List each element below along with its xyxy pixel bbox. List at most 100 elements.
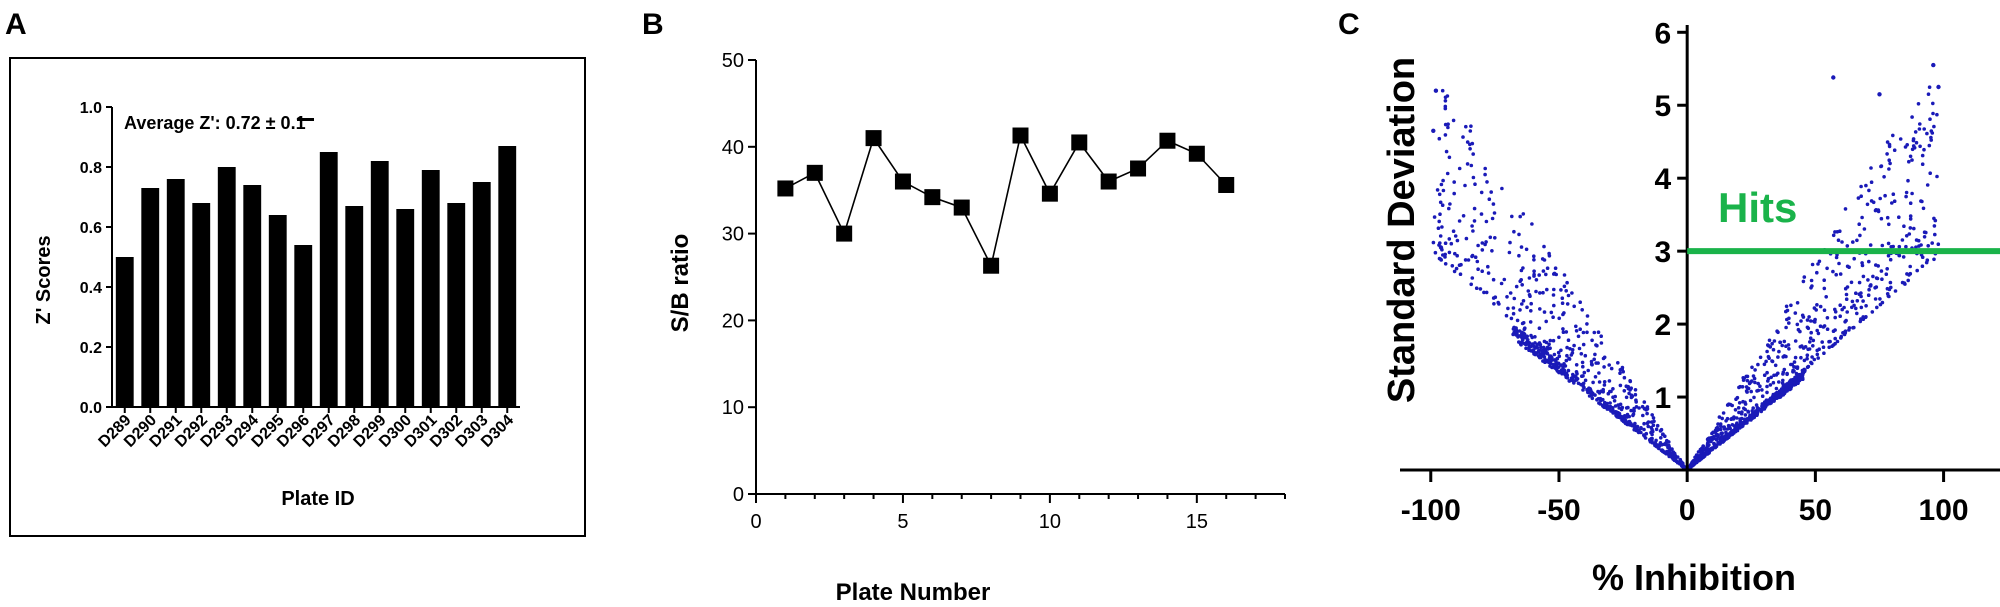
scatter-point xyxy=(1524,346,1528,351)
scatter-point xyxy=(1512,325,1516,330)
scatter-point xyxy=(1750,409,1754,413)
scatter-point xyxy=(1855,311,1859,316)
scatter-point xyxy=(1764,359,1768,364)
scatter-point xyxy=(1601,387,1605,392)
scatter-point xyxy=(1904,234,1909,238)
scatter-point xyxy=(1834,255,1839,260)
scatter-point xyxy=(1887,287,1892,292)
scatter-point xyxy=(1897,244,1902,249)
scatter-point xyxy=(1926,92,1931,96)
scatter-point xyxy=(1500,186,1504,191)
panel-c-axes: 1 2 3 4 5 6 -100 -50 0 50 100 xyxy=(1400,17,2000,527)
scatter-point xyxy=(1725,416,1730,421)
scatter-point xyxy=(1580,360,1585,365)
data-point-15 xyxy=(1188,145,1205,162)
scatter-point xyxy=(1716,440,1720,445)
scatter-point xyxy=(1574,375,1578,379)
scatter-point xyxy=(1508,291,1513,295)
scatter-point xyxy=(1850,305,1854,310)
plus-minus-symbol xyxy=(297,118,314,121)
scatter-point xyxy=(1885,267,1889,271)
scatter-point xyxy=(1780,392,1784,396)
scatter-point xyxy=(1843,207,1848,211)
scatter-point xyxy=(1801,346,1806,350)
scatter-point xyxy=(1910,191,1914,196)
scatter-point xyxy=(1560,296,1565,301)
scatter-point xyxy=(1922,230,1927,234)
data-point-6 xyxy=(924,189,941,206)
scatter-point xyxy=(1905,143,1909,147)
scatter-point xyxy=(1533,335,1537,339)
scatter-point xyxy=(1721,411,1726,415)
scatter-point xyxy=(1529,333,1533,338)
scatter-point xyxy=(1768,401,1772,406)
scatter-point xyxy=(1910,158,1914,162)
scatter-point xyxy=(1785,317,1789,322)
scatter-point xyxy=(1815,270,1819,275)
scatter-point xyxy=(1472,206,1477,211)
scatter-point xyxy=(1592,357,1596,362)
scatter-point xyxy=(1851,240,1855,244)
scatter-point xyxy=(1448,202,1452,206)
scatter-point xyxy=(1921,206,1926,211)
scatter-point xyxy=(1533,341,1537,345)
scatter-point xyxy=(1629,386,1633,391)
scatter-point xyxy=(1815,328,1819,333)
scatter-point xyxy=(1769,375,1773,380)
scatter-point xyxy=(1651,423,1656,428)
scatter-point xyxy=(1455,253,1459,258)
scatter-point xyxy=(1622,389,1627,393)
panel-b: B 0 10 20 30 40 50 0 5 10 15 Plate Number S/B rat… xyxy=(642,8,1286,606)
x-axis-label-a: Plate ID xyxy=(281,488,354,510)
scatter-point xyxy=(1572,343,1576,348)
scatter-point xyxy=(1874,263,1878,267)
scatter-point xyxy=(1922,235,1927,239)
scatter-point xyxy=(1916,102,1921,106)
scatter-point xyxy=(1537,348,1542,353)
scatter-point xyxy=(1838,272,1843,276)
scatter-point xyxy=(1908,264,1912,269)
scatter-point xyxy=(1857,280,1862,285)
scatter-point xyxy=(1792,360,1797,364)
scatter-point xyxy=(1929,135,1933,140)
scatter-point xyxy=(1557,370,1561,375)
scatter-point xyxy=(1795,322,1800,327)
scatter-point xyxy=(1845,244,1850,248)
y-tick-label-c: 4 xyxy=(1654,163,1671,196)
scatter-point xyxy=(1897,215,1901,219)
scatter-point xyxy=(1642,421,1646,426)
scatter-point xyxy=(1752,376,1757,381)
scatter-point xyxy=(1922,147,1926,152)
scatter-point xyxy=(1589,359,1594,364)
scatter-point xyxy=(1865,202,1870,207)
scatter-point xyxy=(1667,440,1671,444)
bar-D300 xyxy=(396,209,415,407)
scatter-point xyxy=(1927,85,1932,89)
scatter-point xyxy=(1549,361,1553,366)
scatter-point xyxy=(1530,222,1534,226)
scatter-point xyxy=(1504,313,1509,318)
scatter-point xyxy=(1559,348,1563,353)
scatter-point xyxy=(1705,441,1710,446)
scatter-point xyxy=(1809,330,1813,335)
scatter-point xyxy=(1900,238,1905,242)
scatter-point xyxy=(1599,398,1603,403)
scatter-point xyxy=(1680,461,1685,466)
scatter-point xyxy=(1527,276,1532,280)
scatter-point xyxy=(1917,127,1922,131)
scatter-point xyxy=(1887,294,1891,299)
scatter-point xyxy=(1725,403,1730,407)
scatter-point xyxy=(1440,203,1445,207)
scatter-point xyxy=(1538,307,1542,311)
scatter-point xyxy=(1565,345,1569,350)
scatter-point xyxy=(1620,365,1625,370)
scatter-point xyxy=(1793,339,1798,343)
scatter-point xyxy=(1840,240,1844,244)
scatter-point xyxy=(1789,387,1793,391)
scatter-point xyxy=(1509,316,1514,321)
scatter-point xyxy=(1918,122,1922,126)
scatter-point xyxy=(1538,342,1543,347)
scatter-point xyxy=(1880,243,1885,248)
x-tick-label-c: -100 xyxy=(1401,494,1461,527)
scatter-point xyxy=(1563,364,1568,368)
